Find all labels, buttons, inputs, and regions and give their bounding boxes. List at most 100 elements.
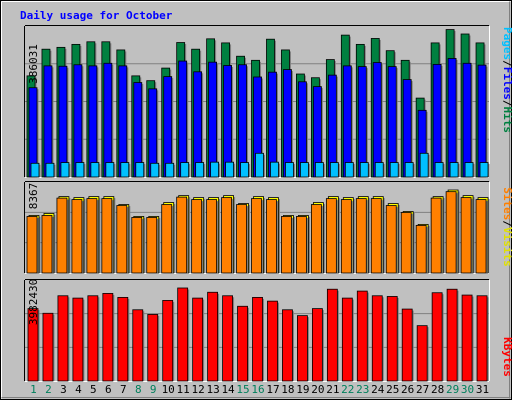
kbytes-bar <box>341 297 353 382</box>
day-label: 19 <box>296 383 309 396</box>
kbytes-bar <box>57 295 69 382</box>
files-bar <box>342 65 352 178</box>
sites-bar <box>101 198 113 274</box>
pages-bar <box>359 162 369 178</box>
sites-bar <box>71 199 83 274</box>
files-bar <box>88 65 98 178</box>
day-label: 3 <box>60 383 67 396</box>
sites-bar <box>355 198 367 274</box>
day-label: 28 <box>431 383 444 396</box>
hits-axis-max-label: 386031 <box>27 44 40 84</box>
sites-bar <box>460 197 472 274</box>
files-bar <box>327 74 337 178</box>
kbytes-bar <box>72 297 84 382</box>
pages-bar <box>285 162 294 178</box>
sites-bar <box>430 197 442 274</box>
day-label: 23 <box>356 383 369 396</box>
sites-bar <box>26 216 38 274</box>
files-bar <box>477 64 487 178</box>
kbytes-bar <box>416 325 428 382</box>
pages-bar <box>195 162 205 178</box>
files-bar <box>432 63 442 178</box>
files-bar <box>208 61 218 178</box>
kbytes-bar <box>326 288 338 382</box>
pages-bar <box>45 162 55 178</box>
sites-visits-legend: Sites/Visits <box>501 187 512 267</box>
day-label: 22 <box>341 383 354 396</box>
pages-bar <box>464 162 474 178</box>
files-bar <box>462 62 472 178</box>
visits-axis-max-label: 8367 <box>27 183 40 210</box>
day-label: 5 <box>90 383 97 396</box>
day-label: 9 <box>150 383 157 396</box>
kbytes-bar <box>102 293 114 382</box>
pages-bar <box>314 162 324 178</box>
day-label: 16 <box>251 383 264 396</box>
pages-bar <box>105 162 115 178</box>
sites-bar <box>41 215 53 274</box>
kbytes-bar <box>282 309 293 382</box>
pages-bar <box>60 162 70 178</box>
pages-bar <box>255 152 264 178</box>
files-bar <box>387 66 397 178</box>
kbytes-bar <box>117 296 129 382</box>
day-label: 15 <box>236 383 249 396</box>
legend-sep-3: / <box>501 220 512 227</box>
files-bar <box>43 65 53 178</box>
kbytes-bar <box>42 312 54 382</box>
day-label: 14 <box>221 383 235 396</box>
pages-bar <box>374 162 384 178</box>
files-bar <box>283 69 292 178</box>
kbytes-bar <box>177 287 189 382</box>
legend-files: Files <box>501 67 512 100</box>
day-label: 8 <box>135 383 142 396</box>
files-bar <box>357 66 367 178</box>
kbytes-bar <box>311 308 323 382</box>
chart-title: Daily usage for October <box>20 9 173 22</box>
day-label: 25 <box>386 383 399 396</box>
pages-bar <box>30 162 40 178</box>
kbytes-bar <box>237 305 248 382</box>
files-bar <box>372 62 382 178</box>
sites-bar <box>445 191 457 274</box>
day-label: 17 <box>266 383 279 396</box>
sites-bar <box>176 196 188 274</box>
pages-bar <box>449 162 459 178</box>
pages-bar <box>344 162 354 178</box>
sites-bar <box>400 212 412 274</box>
sites-bar <box>161 204 173 274</box>
kbytes-bar <box>371 295 383 382</box>
kbytes-panel <box>24 279 490 382</box>
kbytes-bar <box>401 308 413 382</box>
sites-bar <box>296 216 307 274</box>
sites-bar <box>475 199 487 274</box>
day-label: 21 <box>326 383 339 396</box>
sites-bar <box>370 198 382 274</box>
day-label: 2 <box>45 383 52 396</box>
kbytes-bar <box>222 295 233 382</box>
kbytes-bar <box>386 296 398 382</box>
pages-bar <box>479 162 489 178</box>
sites-bar <box>325 198 337 274</box>
chart-title-text: Daily usage for <box>20 9 120 22</box>
files-bar <box>178 60 188 178</box>
legend-sites: Sites <box>501 187 512 220</box>
day-label: 11 <box>177 383 190 396</box>
legend-pages: Pages <box>501 27 512 60</box>
pages-bar <box>165 162 175 178</box>
day-label: 18 <box>281 383 294 396</box>
sites-bar <box>251 198 262 274</box>
sites-bar <box>385 205 397 274</box>
pages-bar <box>329 162 339 178</box>
legend-kbytes: KBytes <box>501 337 512 377</box>
files-bar <box>103 62 113 178</box>
day-label: 20 <box>311 383 324 396</box>
kbytes-bar <box>356 290 368 382</box>
kbytes-bar <box>252 296 263 382</box>
kbytes-bar <box>267 300 278 382</box>
sites-bar <box>281 216 292 274</box>
pages-bar <box>180 162 190 178</box>
day-label: 31 <box>476 383 489 396</box>
pages-bar <box>75 162 85 178</box>
